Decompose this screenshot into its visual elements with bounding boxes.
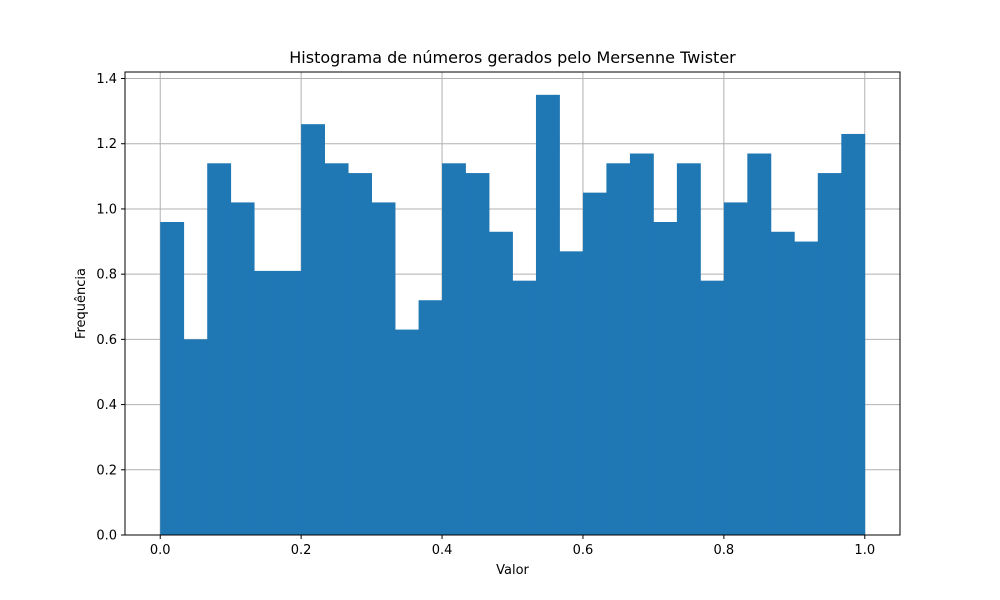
histogram-bar [512,280,537,535]
histogram-bar [254,270,279,535]
x-tick-label: 0.4 [432,543,453,558]
histogram-bar [841,133,866,536]
x-tick-label: 0.6 [573,543,594,558]
histogram-bar [324,163,349,535]
y-tick-label: 0.6 [96,333,117,348]
histogram-bar [582,192,607,535]
histogram-bar [371,202,396,535]
histogram-bar [817,173,842,536]
histogram-bar [489,231,513,535]
histogram-bar [183,339,208,535]
histogram-bar [676,163,701,535]
histogram-bar [230,202,255,535]
histogram-bar [535,94,560,535]
histogram-bar [277,270,302,535]
histogram-bar [559,251,584,535]
histogram-bar [301,124,325,536]
chart-title: Histograma de números gerados pelo Merse… [289,48,736,67]
histogram-bar [418,300,443,535]
histogram-bar [747,153,772,535]
y-tick-label: 0.0 [96,529,117,544]
histogram-bar [629,153,654,535]
histogram-bar [700,280,725,535]
histogram-bar [794,241,819,535]
x-tick-label: 1.0 [854,543,875,558]
ticks-layer: 0.0 0.2 0.4 0.6 0.8 1.0 0.0 0.2 0.4 0.6 0.8 1.0 1.2 1… [96,72,875,558]
histogram-bar [770,231,795,535]
x-axis-label: Valor [496,563,529,578]
x-tick-label: 0.0 [150,543,171,558]
histogram-bar [160,221,185,536]
y-tick-label: 1.4 [96,72,117,87]
histogram-bar [653,221,678,536]
y-tick-label: 1.2 [96,137,117,152]
y-tick-label: 0.8 [96,268,117,283]
histogram-bar [606,163,631,535]
histogram-bar [442,163,466,535]
x-tick-label: 0.8 [714,543,735,558]
x-tick-label: 0.2 [291,543,312,558]
axes-frame [124,71,901,536]
y-tick-label: 1.0 [96,202,117,217]
histogram-bar [207,163,232,535]
y-tick-label: 0.4 [96,398,117,413]
histogram-bar [395,329,419,535]
histogram-bar [465,173,490,536]
y-tick-label: 0.2 [96,463,117,478]
y-axis-label: Frequência [74,268,89,339]
bars-layer [160,94,866,536]
histogram-bar [723,202,748,535]
histogram-bar [348,173,372,536]
